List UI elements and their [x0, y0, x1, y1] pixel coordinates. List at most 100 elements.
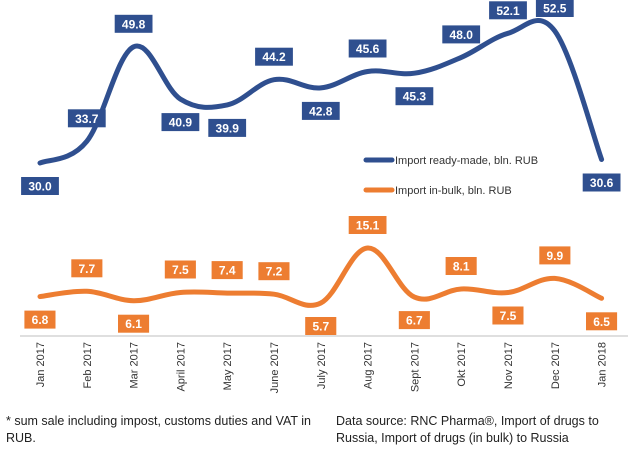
x-tick-label: Sept 2017 [409, 342, 421, 392]
data-label-in-bulk: 7.4 [211, 261, 243, 280]
data-label-box [348, 39, 387, 58]
data-label-text: 45.6 [356, 42, 380, 56]
data-label-text: 9.9 [546, 249, 563, 263]
data-label-box [255, 47, 293, 66]
data-label-ready-made: 39.9 [208, 118, 247, 137]
data-label-box [114, 14, 153, 33]
data-label-in-bulk: 7.5 [164, 260, 196, 279]
data-label-text: 7.4 [219, 264, 236, 278]
data-label-in-bulk: 6.5 [586, 312, 618, 331]
data-label-text: 45.3 [403, 90, 427, 104]
x-tick-label: June 2017 [269, 342, 281, 393]
data-label-text: 33.7 [75, 112, 99, 126]
legend: Import ready-made, bln. RUB Import in-bu… [363, 155, 538, 197]
x-axis-ticks: Jan 2017 Feb 2017 Mar 2017 April 2017 May 20… [35, 342, 609, 393]
data-label-box [442, 25, 481, 44]
data-label-text: 5.7 [312, 320, 329, 334]
footnote-data-source: Data source: RNC Pharma®, Import of drug… [336, 414, 599, 445]
data-label-ready-made: 52.5 [535, 0, 574, 17]
data-label-ready-made: 30.6 [582, 173, 621, 192]
data-label-in-bulk: 6.8 [24, 310, 56, 329]
data-label-in-bulk: 7.7 [71, 259, 103, 278]
data-label-box [348, 216, 387, 234]
data-label-box [398, 311, 430, 330]
data-label-text: 8.1 [453, 260, 470, 274]
data-label-box [489, 1, 527, 20]
x-tick-label: Dec 2017 [550, 342, 562, 389]
data-label-ready-made: 44.2 [255, 47, 293, 66]
data-label-box [305, 317, 337, 335]
x-tick-label: Mar 2017 [129, 342, 141, 388]
data-label-in-bulk: 6.7 [398, 311, 430, 330]
x-tick-label: Jan 2017 [35, 342, 47, 387]
data-label-text: 7.7 [78, 262, 95, 276]
data-label-text: 7.5 [500, 309, 517, 323]
data-label-ready-made: 30.0 [21, 177, 59, 195]
data-labels: 30.0 33.7 49.8 40.9 39.9 44.2 42.8 45.6 45.3 48.0… [21, 0, 621, 335]
data-label-in-bulk: 5.7 [305, 317, 337, 335]
x-tick-label: Okt 2017 [456, 342, 468, 387]
data-label-text: 44.2 [262, 50, 286, 64]
data-label-ready-made: 33.7 [67, 109, 106, 128]
data-label-text: 15.1 [356, 219, 380, 233]
series-line-ready-made [37, 17, 605, 166]
legend-label-ready-made: Import ready-made, bln. RUB [395, 155, 538, 167]
data-label-text: 52.5 [543, 2, 567, 16]
data-label-text: 49.8 [122, 17, 146, 31]
x-tick-label: July 2017 [316, 342, 328, 389]
data-label-box [582, 173, 621, 192]
x-tick-label: Aug 2017 [363, 342, 375, 389]
data-label-text: 6.7 [406, 314, 423, 328]
data-label-ready-made: 49.8 [114, 14, 153, 33]
data-label-ready-made: 52.1 [489, 1, 527, 20]
data-label-text: 7.2 [266, 265, 283, 279]
data-label-ready-made: 45.6 [348, 39, 387, 58]
x-tick-label: Nov 2017 [503, 342, 515, 389]
data-label-text: 40.9 [169, 116, 193, 130]
data-label-text: 6.5 [593, 315, 610, 329]
legend-label-in-bulk: Import in-bulk, bln. RUB [395, 185, 512, 197]
data-label-box [395, 87, 434, 106]
data-label-box [492, 306, 524, 325]
footnote-vat: * sum sale including impost, customs dut… [6, 414, 312, 445]
data-label-box [258, 262, 290, 281]
data-label-ready-made: 40.9 [161, 113, 200, 132]
data-label-box [211, 261, 243, 280]
data-label-text: 48.0 [450, 28, 474, 42]
data-label-text: 30.0 [28, 180, 52, 194]
data-label-box [24, 310, 56, 329]
data-label-in-bulk: 8.1 [445, 257, 477, 275]
data-label-in-bulk: 9.9 [539, 246, 571, 265]
data-label-text: 52.1 [496, 4, 520, 18]
data-label-box [208, 118, 247, 137]
data-label-text: 7.5 [172, 263, 189, 277]
data-label-box [539, 246, 571, 265]
series-lines [37, 17, 605, 308]
data-label-box [67, 109, 106, 128]
data-label-ready-made: 45.3 [395, 87, 434, 106]
data-label-in-bulk: 15.1 [348, 216, 387, 234]
data-label-box [71, 259, 103, 278]
data-label-box [301, 101, 340, 120]
data-label-text: 42.8 [309, 104, 333, 118]
legend-item-ready-made: Import ready-made, bln. RUB [363, 155, 538, 167]
data-label-box [118, 314, 150, 333]
x-tick-label: Jan 2018 [597, 342, 609, 387]
data-label-box [164, 260, 196, 279]
data-label-text: 6.1 [125, 317, 142, 331]
data-label-in-bulk: 7.2 [258, 262, 290, 281]
data-label-text: 6.8 [32, 313, 49, 327]
data-label-box [445, 257, 477, 275]
x-tick-label: May 2017 [222, 342, 234, 390]
x-tick-label: April 2017 [175, 342, 187, 392]
data-label-box [535, 0, 574, 17]
data-label-box [586, 312, 618, 331]
data-label-text: 30.6 [590, 176, 614, 190]
data-label-box [161, 113, 200, 132]
line-chart: Jan 2017 Feb 2017 Mar 2017 April 2017 May 20… [20, 0, 628, 393]
data-label-text: 39.9 [216, 121, 240, 135]
data-label-ready-made: 42.8 [301, 101, 340, 120]
data-label-in-bulk: 7.5 [492, 306, 524, 325]
data-label-box [21, 177, 59, 195]
series-line-in-bulk [37, 245, 605, 308]
